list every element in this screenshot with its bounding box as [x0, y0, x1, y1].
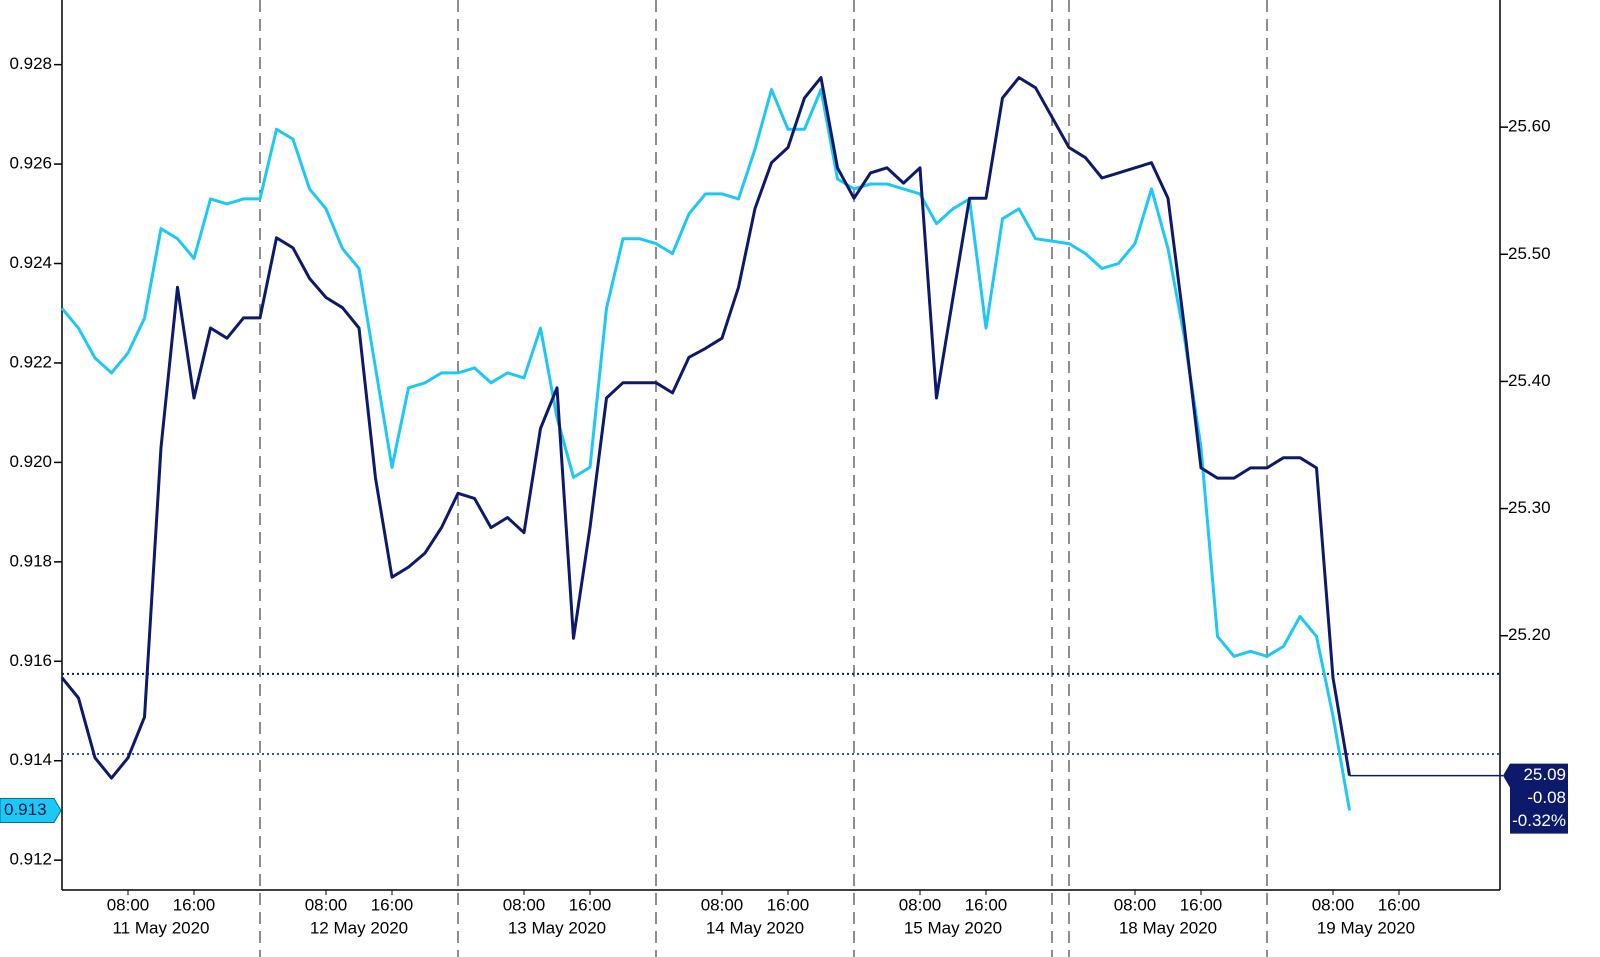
x-tick-label: 16:00: [173, 895, 216, 914]
y-tick-label: 0.914: [9, 750, 52, 769]
x-tick-label: 08:00: [899, 895, 942, 914]
date-label: 13 May 2020: [508, 918, 606, 937]
x-tick-label: 08:00: [1312, 895, 1355, 914]
y-tick-label: 0.920: [9, 452, 52, 471]
x-tick-label: 16:00: [569, 895, 612, 914]
y-tick-label: 0.924: [9, 253, 52, 272]
x-tick-label: 08:00: [1114, 895, 1157, 914]
date-label: 12 May 2020: [310, 918, 408, 937]
x-tick-label: 08:00: [305, 895, 348, 914]
series-line: [60, 88, 1351, 811]
change-pct-label: -0.32%: [1512, 811, 1566, 830]
date-label: 14 May 2020: [706, 918, 804, 937]
y-tick-label: 0.928: [9, 54, 52, 73]
date-label: 11 May 2020: [112, 918, 209, 937]
last-value-label: 25.09: [1523, 765, 1566, 784]
y-tick-label: 0.926: [9, 154, 52, 173]
y2-tick-label: 25.30: [1508, 498, 1551, 517]
x-tick-label: 08:00: [503, 895, 546, 914]
y2-tick-label: 25.60: [1508, 117, 1551, 136]
y-tick-label: 0.918: [9, 551, 52, 570]
date-label: 18 May 2020: [1119, 918, 1217, 937]
date-label: 15 May 2020: [904, 918, 1002, 937]
y-tick-label: 0.912: [9, 850, 52, 869]
date-label: 19 May 2020: [1317, 918, 1415, 937]
y-tick-label: 0.922: [9, 352, 52, 371]
x-tick-label: 16:00: [965, 895, 1008, 914]
y2-tick-label: 25.50: [1508, 244, 1551, 263]
x-tick-label: 16:00: [371, 895, 414, 914]
y2-tick-label: 25.40: [1508, 371, 1551, 390]
last-value-label: 0.913: [4, 800, 47, 819]
last-value-box: [1503, 763, 1568, 834]
x-tick-label: 08:00: [701, 895, 744, 914]
y-tick-label: 0.916: [9, 651, 52, 670]
x-tick-label: 16:00: [1378, 895, 1421, 914]
series-line: [60, 76, 1351, 780]
last-value-box: [0, 797, 62, 823]
change-label: -0.08: [1527, 788, 1566, 807]
y2-tick-label: 25.20: [1508, 625, 1551, 644]
x-tick-label: 08:00: [107, 895, 150, 914]
x-tick-label: 16:00: [1180, 895, 1223, 914]
x-tick-label: 16:00: [767, 895, 810, 914]
